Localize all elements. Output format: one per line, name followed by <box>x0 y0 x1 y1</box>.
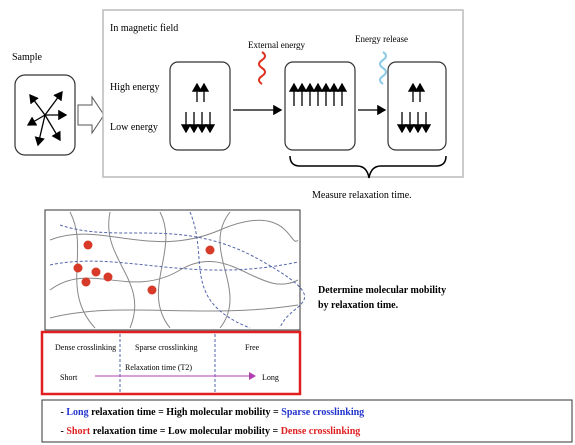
sample-label: Sample <box>12 52 43 63</box>
sparse-label: Sparse crosslinking <box>135 343 197 352</box>
low-energy: Low energy <box>110 122 158 133</box>
middle: relaxation time = High molecular mobilit… <box>89 407 282 418</box>
long-label: Long <box>262 373 279 382</box>
hollow-arrow <box>78 97 104 133</box>
legend-line: - Short relaxation time = Low molecular … <box>48 426 368 437</box>
axis-label: Relaxation time (T2) <box>125 363 192 372</box>
keyword: Short <box>66 426 91 437</box>
middle: relaxation time = Low molecular mobility… <box>90 426 280 437</box>
energy-release: Energy release <box>355 34 408 44</box>
panel-title: In magnetic field <box>110 23 178 34</box>
keyword: Long <box>66 407 88 418</box>
measure-label: Measure relaxation time. <box>312 190 412 201</box>
external-energy: External energy <box>248 40 306 50</box>
determine-line: by relaxation time. <box>318 300 399 311</box>
short-label: Short <box>60 373 78 382</box>
state-box <box>388 62 446 150</box>
legend-line: - Long relaxation time = High molecular … <box>48 407 372 418</box>
state-box <box>170 62 230 150</box>
diagram: Sample In magnetic field High energy Low… <box>0 0 575 445</box>
determine-line: Determine molecular mobility <box>318 285 446 296</box>
dense-label: Dense crosslinking <box>55 343 116 352</box>
high-energy: High energy <box>110 82 160 93</box>
state-box <box>285 62 355 150</box>
result: Sparse crosslinking <box>281 407 364 418</box>
result: Dense crosslinking <box>281 426 361 437</box>
free-label: Free <box>245 343 260 352</box>
